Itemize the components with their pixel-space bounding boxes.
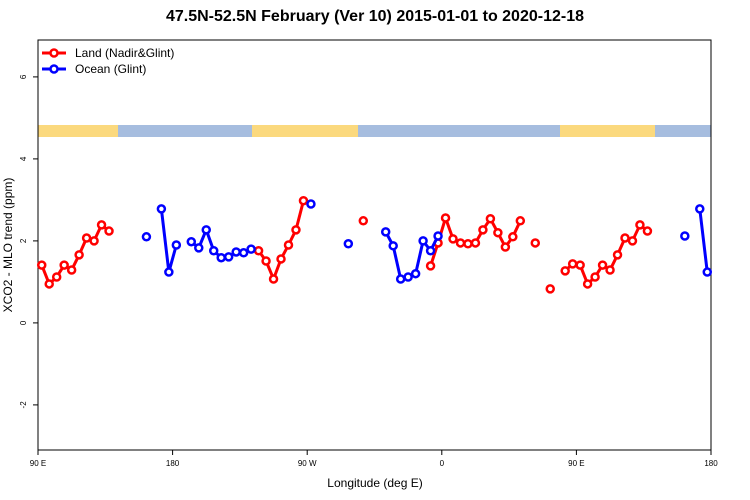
data-point bbox=[500, 242, 511, 252]
data-point bbox=[403, 272, 413, 282]
legend-label: Land (Nadir&Glint) bbox=[75, 46, 174, 60]
data-point bbox=[680, 231, 690, 241]
data-point bbox=[567, 259, 578, 269]
y-axis-label: XCO2 - MLO trend (ppm) bbox=[1, 178, 15, 313]
data-point bbox=[515, 216, 526, 226]
data-point bbox=[156, 204, 167, 214]
data-point bbox=[268, 274, 279, 284]
data-point bbox=[231, 247, 241, 257]
data-point bbox=[380, 227, 391, 237]
x-tick-label: 90 E bbox=[30, 459, 46, 468]
data-point bbox=[51, 272, 62, 282]
data-point bbox=[59, 260, 69, 270]
data-point bbox=[440, 213, 451, 223]
data-point bbox=[448, 234, 458, 244]
data-point bbox=[627, 236, 638, 246]
x-tick-label: 90 W bbox=[298, 459, 317, 468]
data-point bbox=[388, 241, 398, 251]
y-tick-label: 0 bbox=[19, 320, 28, 325]
data-point bbox=[425, 245, 436, 256]
chart-title: 47.5N-52.5N February (Ver 10) 2015-01-01… bbox=[166, 8, 584, 25]
data-point bbox=[575, 260, 585, 270]
data-point bbox=[590, 272, 600, 282]
data-point bbox=[246, 244, 256, 254]
data-point bbox=[223, 252, 234, 262]
data-point bbox=[208, 245, 219, 256]
data-point bbox=[425, 261, 436, 271]
data-point bbox=[642, 226, 653, 236]
data-point bbox=[141, 232, 152, 242]
data-point bbox=[216, 252, 226, 263]
data-point bbox=[410, 268, 421, 279]
data-point bbox=[463, 239, 473, 249]
data-point bbox=[89, 236, 99, 246]
data-point bbox=[253, 245, 264, 256]
data-point bbox=[201, 225, 211, 235]
data-point bbox=[238, 248, 249, 258]
data-point bbox=[343, 239, 354, 249]
surface-strip bbox=[38, 125, 711, 137]
x-tick-label: 0 bbox=[440, 459, 445, 468]
y-tick-label: 2 bbox=[19, 238, 28, 243]
legend-marker bbox=[49, 64, 59, 74]
y-tick-label: 4 bbox=[19, 156, 28, 161]
x-tick-label: 90 E bbox=[568, 459, 584, 468]
data-point bbox=[283, 240, 294, 250]
data-point bbox=[418, 236, 428, 246]
data-point bbox=[582, 279, 593, 289]
data-point bbox=[171, 240, 182, 250]
data-point bbox=[358, 216, 369, 226]
data-point bbox=[81, 233, 92, 243]
data-point bbox=[276, 254, 286, 264]
data-point bbox=[485, 214, 496, 224]
x-tick-label: 180 bbox=[166, 459, 180, 468]
data-point bbox=[96, 220, 107, 230]
data-point bbox=[635, 220, 645, 230]
y-tick-label: -2 bbox=[19, 401, 28, 409]
data-point bbox=[186, 236, 197, 247]
data-point bbox=[612, 250, 623, 260]
data-point bbox=[530, 238, 541, 248]
data-point bbox=[545, 284, 555, 294]
data-point bbox=[164, 267, 174, 277]
data-point bbox=[194, 243, 204, 253]
data-point bbox=[261, 256, 271, 266]
data-point bbox=[695, 204, 705, 214]
data-point bbox=[702, 267, 713, 277]
data-point bbox=[597, 260, 608, 270]
x-tick-label: 180 bbox=[704, 459, 718, 468]
data-point bbox=[74, 250, 84, 260]
data-point bbox=[455, 238, 466, 248]
data-point bbox=[66, 265, 77, 275]
data-point bbox=[306, 199, 316, 209]
legend-marker bbox=[49, 48, 59, 58]
data-point bbox=[291, 225, 301, 235]
data-point bbox=[395, 274, 406, 284]
legend-label: Ocean (Glint) bbox=[75, 62, 146, 76]
y-tick-label: 6 bbox=[19, 74, 28, 79]
data-point bbox=[493, 227, 503, 238]
data-point bbox=[508, 232, 518, 242]
data-point bbox=[298, 195, 309, 206]
data-point bbox=[36, 260, 47, 270]
data-point bbox=[433, 231, 443, 241]
data-point bbox=[44, 279, 54, 289]
data-point bbox=[605, 265, 615, 275]
plot-frame bbox=[37, 39, 712, 451]
data-point bbox=[478, 225, 488, 235]
data-point bbox=[620, 233, 630, 243]
x-axis-label: Longitude (deg E) bbox=[327, 476, 422, 490]
data-point bbox=[470, 238, 481, 248]
data-point bbox=[560, 266, 570, 276]
data-point bbox=[104, 226, 114, 236]
